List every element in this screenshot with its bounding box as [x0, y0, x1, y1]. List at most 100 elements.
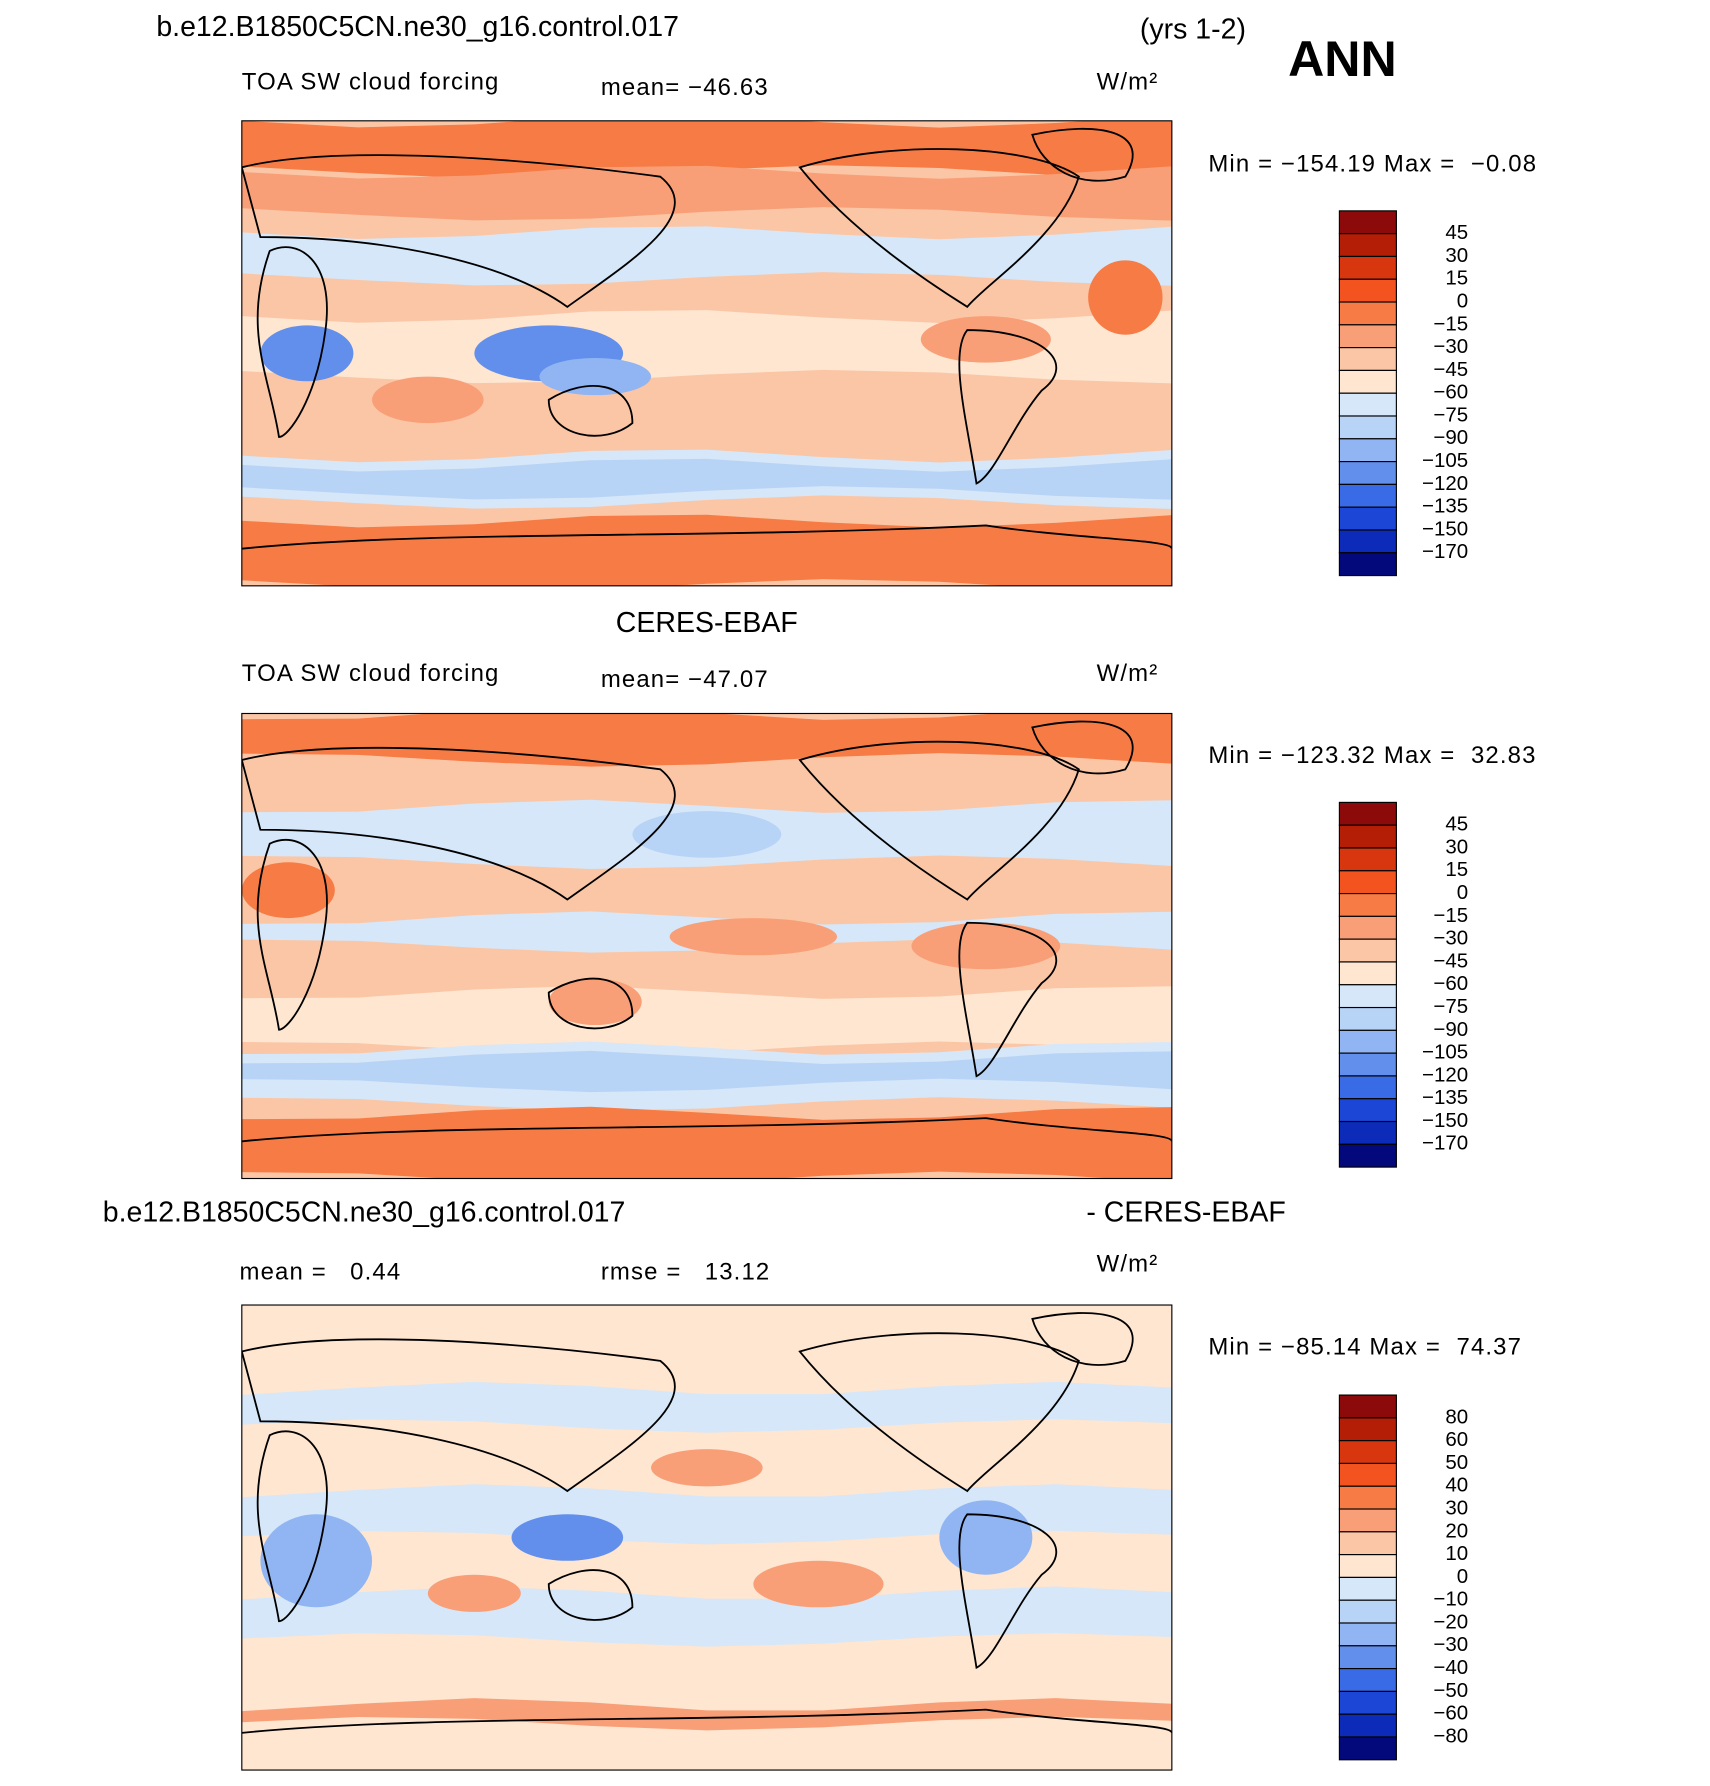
map-field: [241, 713, 1172, 1179]
colorbar-swatch: [1338, 369, 1397, 394]
map-band: [241, 1106, 1172, 1179]
coastline: [241, 1708, 1172, 1734]
map-feature: [920, 316, 1051, 363]
coastline: [798, 1332, 1080, 1493]
map-feature: [427, 1574, 521, 1612]
colorbar-label: 40: [1445, 1474, 1468, 1497]
coastline: [241, 1338, 676, 1493]
colorbar-label: −40: [1433, 1656, 1468, 1679]
colorbar-swatch: [1338, 1143, 1397, 1168]
map-frame: [241, 120, 1173, 587]
coastline: [241, 746, 676, 901]
colorbar-label: −170: [1422, 540, 1468, 563]
mean: mean = 0.44: [240, 1258, 402, 1285]
colorbar-label: 60: [1445, 1428, 1468, 1451]
colorbar-label: 15: [1445, 267, 1468, 290]
variable: TOA SW cloud forcing: [242, 660, 500, 687]
colorbar-label: −75: [1433, 995, 1468, 1018]
coastline: [958, 921, 1058, 1078]
coastline: [256, 246, 328, 438]
colorbar-swatch: [1338, 483, 1397, 508]
map: [241, 712, 1173, 1180]
map-band: [241, 120, 1172, 179]
colorbar-label: −45: [1433, 358, 1468, 381]
map-band: [241, 514, 1172, 586]
colorbar-swatch: [1338, 1417, 1397, 1442]
colorbar-swatch: [1338, 506, 1397, 531]
colorbar-label: −15: [1433, 312, 1468, 335]
panel-title: b.e12.B1850C5CN.ne30_g16.control.017: [103, 1196, 626, 1228]
colorbar-label: −45: [1433, 949, 1468, 972]
colorbar-label: −90: [1433, 426, 1468, 449]
coastline: [241, 1117, 1172, 1143]
season: ANN: [1288, 31, 1397, 87]
coastline: [547, 977, 634, 1030]
colorbar-swatch: [1338, 915, 1397, 940]
colorbar-label: −135: [1422, 1086, 1468, 1109]
colorbar-swatch: [1338, 1029, 1397, 1054]
coastline: [958, 329, 1058, 485]
colorbar-swatch: [1338, 984, 1397, 1009]
map: [241, 1304, 1173, 1771]
map-feature: [372, 376, 484, 424]
colorbar-label: −60: [1433, 1702, 1468, 1725]
coastline: [1031, 1312, 1134, 1366]
map-band: [241, 713, 1172, 767]
map-band: [241, 1698, 1172, 1731]
min-max: Min = −85.14 Max = 74.37: [1208, 1334, 1522, 1361]
colorbar-label: 20: [1445, 1519, 1468, 1542]
colorbar-label: 0: [1457, 881, 1468, 904]
map-band: [241, 458, 1172, 500]
map-field: [241, 120, 1172, 586]
colorbar-swatch: [1338, 1440, 1397, 1465]
coastline: [256, 1430, 328, 1623]
colorbar-swatch: [1338, 847, 1397, 872]
colorbar-swatch: [1338, 1690, 1397, 1715]
colorbar-swatch: [1338, 961, 1397, 986]
run-title: b.e12.B1850C5CN.ne30_g16.control.017: [156, 11, 679, 43]
map-feature: [511, 1514, 624, 1561]
map-frame: [241, 712, 1173, 1180]
colorbar-swatch: [1338, 392, 1397, 417]
map-feature: [260, 325, 354, 382]
colorbar-label: −60: [1433, 972, 1468, 995]
colorbar-label: 80: [1445, 1405, 1468, 1428]
colorbar-label: 30: [1445, 1496, 1468, 1519]
colorbar-label: 30: [1445, 244, 1468, 267]
colorbar-swatch: [1338, 801, 1397, 826]
map-band: [241, 1381, 1172, 1433]
map-feature: [753, 1560, 884, 1608]
colorbar-swatch: [1338, 1006, 1397, 1031]
map-field: [241, 1305, 1172, 1771]
colorbar-swatch: [1338, 1052, 1397, 1077]
colorbar-label: −120: [1422, 1063, 1468, 1086]
variable: TOA SW cloud forcing: [242, 69, 500, 96]
colorbar-swatch: [1338, 1554, 1397, 1578]
map-feature: [651, 1449, 763, 1487]
colorbar-swatch: [1338, 1485, 1397, 1510]
colorbar-swatch: [1338, 1599, 1397, 1624]
map-frame: [241, 1304, 1173, 1771]
map-feature: [539, 357, 652, 396]
coastline: [798, 148, 1080, 309]
colorbar-swatch: [1338, 255, 1397, 280]
colorbar-swatch: [1338, 1394, 1397, 1419]
panel-title-suffix: - CERES-EBAF: [1086, 1196, 1285, 1228]
colorbar-label: −105: [1422, 1041, 1468, 1064]
colorbar-label: −80: [1433, 1724, 1468, 1747]
coastline: [1031, 720, 1134, 775]
map-band: [241, 1484, 1172, 1545]
coastline: [241, 154, 676, 308]
colorbar-label: 45: [1445, 221, 1468, 244]
map-feature: [911, 922, 1061, 970]
coastline: [241, 524, 1172, 550]
colorbar-label: −150: [1422, 1109, 1468, 1132]
colorbar-label: 10: [1445, 1542, 1468, 1565]
colorbar-label: 0: [1457, 289, 1468, 312]
map-band: [241, 985, 1172, 1055]
colorbar-swatch: [1338, 938, 1397, 963]
map-feature: [669, 918, 838, 956]
colorbar-swatch: [1338, 278, 1397, 303]
colorbar-label: −30: [1433, 927, 1468, 950]
